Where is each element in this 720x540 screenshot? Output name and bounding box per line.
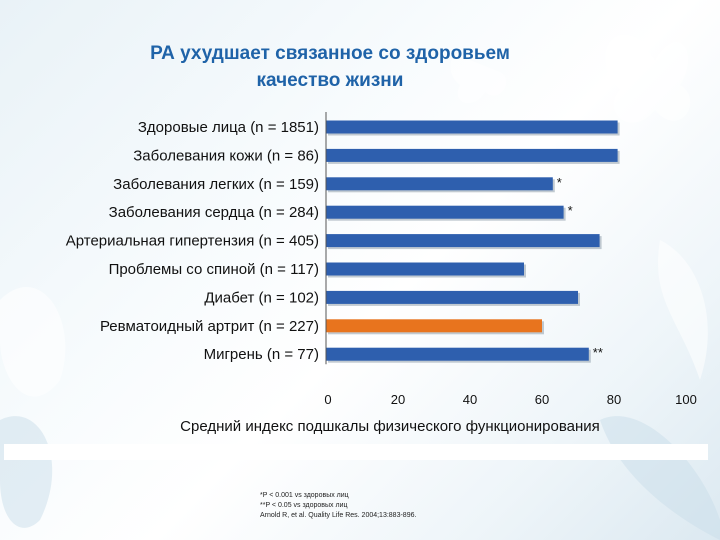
bar — [326, 120, 618, 134]
bar — [326, 262, 524, 276]
footnote-1: *P < 0.001 vs здоровых лиц — [260, 492, 349, 499]
bar — [326, 319, 542, 333]
significance-marker: * — [557, 175, 562, 190]
category-label: Ревматоидный артрит (n = 227) — [100, 318, 319, 335]
category-label: Здоровые лица (n = 1851) — [138, 119, 319, 136]
category-label: Мигрень (n = 77) — [204, 346, 319, 363]
title-line-1: РА ухудшает связанное со здоровьем — [150, 43, 510, 64]
footnote-reference: Arnold R, et al. Quality Life Res. 2004;… — [260, 512, 417, 519]
slide-title: РА ухудшает связанное со здоровьем качес… — [100, 40, 560, 94]
x-tick-label: 40 — [463, 392, 477, 407]
category-label: Заболевания сердца (n = 284) — [109, 204, 319, 221]
category-label: Заболевания легких (n = 159) — [113, 176, 319, 193]
significance-marker: ** — [593, 345, 603, 360]
leaf-shape — [0, 416, 53, 528]
category-label: Проблемы со спиной (n = 117) — [109, 261, 319, 278]
x-tick-label: 100 — [675, 392, 697, 407]
x-tick-label: 60 — [535, 392, 549, 407]
category-label: Заболевания кожи (n = 86) — [133, 147, 319, 164]
x-tick-label: 20 — [391, 392, 405, 407]
x-axis-title: Средний индекс подшкалы физического функ… — [180, 418, 600, 435]
bar-chart: Здоровые лица (n = 1851) Заболевания кожи… — [66, 112, 697, 407]
bar — [326, 177, 553, 191]
x-tick-label: 0 — [324, 392, 331, 407]
category-label: Артериальная гипертензия (n = 405) — [66, 233, 319, 250]
significance-marker: * — [568, 203, 573, 218]
footnotes: *P < 0.001 vs здоровых лиц **P < 0.05 vs… — [260, 491, 416, 521]
footnote-2: **P < 0.05 vs здоровых лиц — [260, 502, 348, 509]
bar — [326, 205, 564, 219]
bar — [326, 290, 578, 304]
x-tick-label: 80 — [607, 392, 621, 407]
title-line-2: качество жизни — [256, 70, 404, 91]
bar — [326, 148, 618, 162]
bar — [326, 347, 589, 361]
bar — [326, 234, 600, 248]
blank-panel — [4, 444, 708, 460]
category-label: Диабет (n = 102) — [204, 289, 319, 306]
